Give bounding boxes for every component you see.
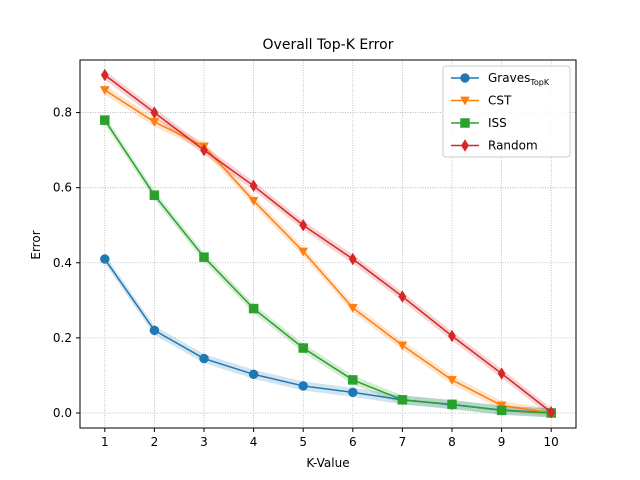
iss-point	[199, 252, 209, 262]
iss-point	[100, 115, 110, 125]
x-tick-label: 8	[448, 435, 456, 449]
legend-random-label: Random	[488, 139, 538, 153]
legend-box	[442, 65, 571, 158]
x-tick-label: 10	[544, 435, 559, 449]
iss-point	[298, 343, 308, 353]
random-point	[398, 290, 407, 303]
x-tick-label: 1	[101, 435, 109, 449]
plot-frame	[79, 59, 577, 429]
cst-point	[248, 196, 259, 206]
x-tick-label: 5	[299, 435, 307, 449]
iss-point	[149, 190, 160, 200]
random-point	[100, 68, 109, 82]
graves-point	[199, 353, 209, 364]
x-tick-label: 4	[250, 435, 258, 449]
random-point	[547, 405, 556, 419]
iss-band	[104, 115, 552, 418]
random-band	[104, 70, 552, 417]
series-layer	[99, 68, 557, 419]
legend-cst-marker	[460, 96, 470, 106]
legend-graves-marker	[460, 73, 470, 83]
chart-title: Overall Top-K Error	[263, 37, 394, 53]
x-axis-label: K-Value	[306, 456, 349, 470]
graves-band	[104, 254, 552, 418]
iss-point	[496, 405, 507, 416]
cst-line	[104, 89, 552, 414]
legend-cst-label: CST	[488, 94, 512, 108]
x-tick-label: 6	[349, 435, 357, 449]
random-point	[299, 218, 308, 232]
iss-point	[397, 395, 408, 405]
y-tick-label: 0.8	[53, 106, 72, 120]
legend-iss-label: ISS	[488, 116, 507, 130]
y-axis-label: Error	[29, 230, 43, 259]
graves-point	[248, 369, 259, 380]
y-tick-label: 0.2	[53, 331, 72, 345]
cst-point	[298, 247, 309, 257]
cst-point	[397, 341, 408, 351]
random-point	[497, 367, 506, 380]
x-tick-label: 7	[399, 435, 407, 449]
y-tick-label: 0.4	[53, 256, 72, 270]
iss-line	[104, 119, 552, 414]
random-point	[150, 106, 159, 119]
y-tick-label: 0.6	[53, 181, 72, 195]
legend-random-marker	[461, 139, 469, 152]
x-tick-label: 2	[151, 435, 159, 449]
y-tick-label: 0.0	[53, 406, 72, 420]
graves-point	[348, 387, 358, 398]
grid	[80, 60, 576, 428]
ticks: 1 2 3 4 5 6 7 8 9 10 0.0 0.2 0.4 0.6 0.8	[53, 106, 559, 449]
legend-iss-marker	[460, 118, 470, 128]
random-point	[348, 252, 357, 266]
graves-point	[149, 325, 160, 336]
x-tick-label: 9	[498, 435, 506, 449]
graves-point	[100, 254, 110, 264]
iss-point	[248, 303, 259, 314]
random-point	[448, 329, 456, 343]
cst-point	[99, 86, 110, 96]
cst-point	[347, 303, 358, 313]
random-line	[104, 74, 552, 413]
random-point	[200, 143, 208, 157]
x-tick-label: 3	[200, 435, 208, 449]
cst-point	[447, 376, 457, 385]
graves-point	[298, 381, 308, 391]
iss-point	[348, 375, 358, 385]
iss-point	[447, 399, 457, 410]
legend-graves-subscript: TopK	[529, 78, 550, 87]
random-point	[249, 179, 258, 193]
